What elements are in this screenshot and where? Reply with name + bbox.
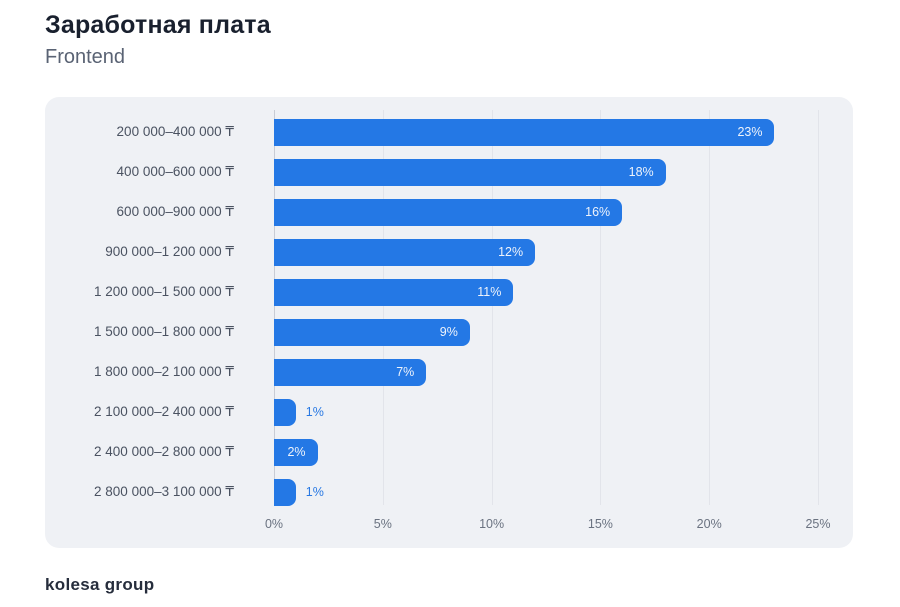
category-label: 1 500 000–1 800 000 ₸ (94, 324, 234, 339)
bar-value-label: 12% (498, 245, 524, 259)
bar-value-label: 23% (737, 125, 763, 139)
x-tick-label: 0% (264, 517, 284, 531)
bar: 23% (274, 118, 775, 146)
bar-value-label: 1% (305, 485, 324, 499)
chart-row: 600 000–900 000 ₸ 16% (45, 192, 853, 232)
bar (274, 398, 296, 426)
footer-logo: kolesa group (45, 575, 155, 594)
bar-value-label: 7% (396, 365, 415, 379)
bar-value-label: 9% (439, 325, 458, 339)
bar-track: 7% (274, 358, 853, 386)
gridline (818, 110, 819, 505)
bar-value-label: 2% (287, 445, 306, 459)
bar: 18% (274, 158, 666, 186)
chart-row: 2 400 000–2 800 000 ₸ 2% (45, 432, 853, 472)
chart-rows: 200 000–400 000 ₸ 23% 400 000–600 000 ₸ 18%… (45, 112, 853, 512)
bar: 9% (274, 318, 470, 346)
gridline (491, 110, 493, 505)
chart-row: 1 800 000–2 100 000 ₸ 7% (45, 352, 853, 392)
bar: 11% (274, 278, 514, 306)
category-label: 200 000–400 000 ₸ (116, 124, 234, 139)
bar-value-label: 1% (305, 405, 324, 419)
bar-track: 9% (274, 318, 853, 346)
category-label: 900 000–1 200 000 ₸ (105, 244, 234, 259)
bar-track: 1% (274, 398, 853, 426)
page-title: Заработная плата (45, 11, 271, 39)
bar-value-label: 11% (477, 285, 502, 299)
gridline (709, 110, 711, 505)
category-label: 1 800 000–2 100 000 ₸ (94, 364, 234, 379)
x-axis: 0% 5% 10% 15% 20% 25% (45, 512, 853, 536)
chart-row: 1 200 000–1 500 000 ₸ 11% (45, 272, 853, 312)
y-axis-line (274, 110, 275, 505)
bar-value-label: 18% (628, 165, 654, 179)
bar (274, 478, 296, 506)
gridline (600, 110, 602, 505)
category-label: 1 200 000–1 500 000 ₸ (94, 284, 234, 299)
page-subtitle: Frontend (45, 46, 126, 68)
category-label: 600 000–900 000 ₸ (116, 204, 234, 219)
bar-track: 16% (274, 198, 853, 226)
bar-track: 12% (274, 238, 853, 266)
x-tick-label: 10% (479, 517, 505, 531)
gridline (382, 110, 384, 505)
bar: 12% (274, 238, 536, 266)
bar: 16% (274, 198, 623, 226)
chart-panel: 200 000–400 000 ₸ 23% 400 000–600 000 ₸ 18%… (45, 97, 853, 548)
chart-row: 2 800 000–3 100 000 ₸ 1% (45, 472, 853, 512)
category-label: 2 100 000–2 400 000 ₸ (94, 404, 234, 419)
bar-track: 11% (274, 278, 853, 306)
chart-row: 400 000–600 000 ₸ 18% (45, 152, 853, 192)
chart-row: 2 100 000–2 400 000 ₸ 1% (45, 392, 853, 432)
category-label: 2 400 000–2 800 000 ₸ (94, 444, 234, 459)
x-tick-label: 25% (805, 517, 831, 531)
chart-row: 200 000–400 000 ₸ 23% (45, 112, 853, 152)
bar-track: 2% (274, 438, 853, 466)
chart-gridlines (45, 97, 853, 548)
bar-value-label: 16% (585, 205, 611, 219)
bar: 2% (274, 438, 318, 466)
x-tick-label: 5% (373, 517, 392, 531)
bar: 7% (274, 358, 427, 386)
category-label: 2 800 000–3 100 000 ₸ (94, 484, 234, 499)
x-tick-label: 15% (587, 517, 613, 531)
category-label: 400 000–600 000 ₸ (116, 164, 234, 179)
chart-row: 1 500 000–1 800 000 ₸ 9% (45, 312, 853, 352)
chart-row: 900 000–1 200 000 ₸ 12% (45, 232, 853, 272)
bar-track: 1% (274, 478, 853, 506)
bar-track: 18% (274, 158, 853, 186)
bar-track: 23% (274, 118, 853, 146)
x-tick-label: 20% (696, 517, 722, 531)
